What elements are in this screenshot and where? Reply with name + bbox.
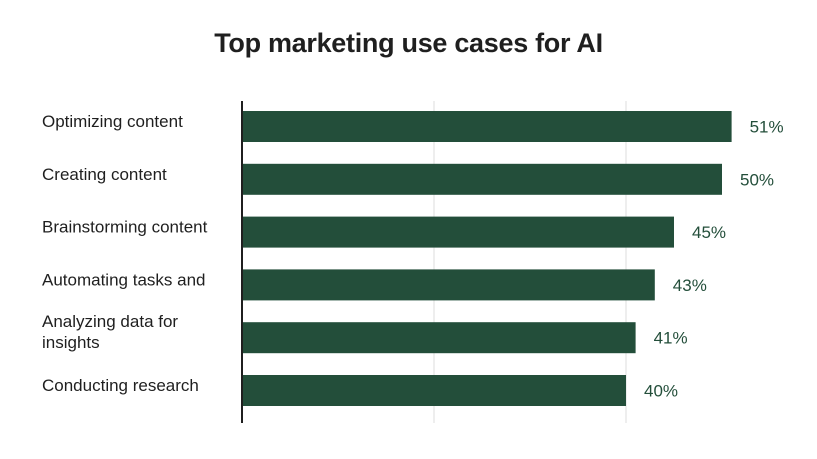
- category-label: Brainstorming content: [42, 218, 208, 237]
- bar-5: [242, 322, 636, 354]
- value-label: 45%: [692, 223, 726, 242]
- value-label: 41%: [654, 329, 688, 348]
- category-label: Conducting research: [42, 376, 199, 395]
- chart-title: Top marketing use cases for AI: [214, 28, 603, 58]
- value-label: 50%: [740, 170, 774, 189]
- bar-1: [242, 111, 732, 142]
- category-label: Analyzing data for insights: [42, 312, 178, 352]
- bar-6: [242, 375, 626, 406]
- bar-3: [242, 216, 674, 248]
- value-label: 51%: [750, 118, 784, 137]
- category-label: Creating content: [42, 165, 167, 184]
- bar-4: [242, 269, 655, 301]
- category-label: Optimizing content: [42, 112, 183, 131]
- category-label: Automating tasks and: [42, 270, 205, 289]
- value-label: 43%: [673, 276, 707, 295]
- bar-2: [242, 163, 722, 195]
- value-label: 40%: [644, 382, 678, 401]
